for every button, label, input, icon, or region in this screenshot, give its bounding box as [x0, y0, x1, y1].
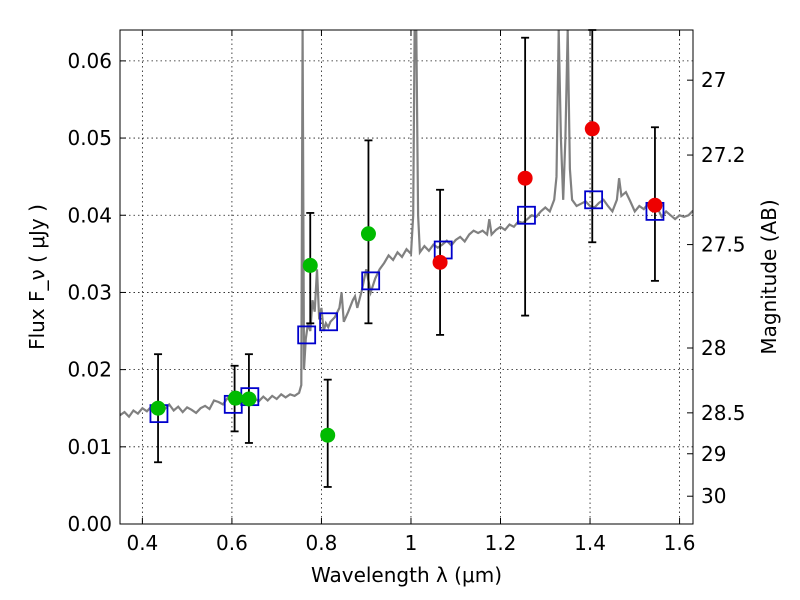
- x-tick-label: 0.6: [216, 531, 248, 555]
- y-tick-label: 0.01: [67, 435, 112, 459]
- x-tick-label: 1: [405, 531, 418, 555]
- observed-point: [227, 390, 243, 406]
- x-tick-label: 1.6: [664, 531, 696, 555]
- right-tick-label: 27.2: [701, 143, 746, 167]
- x-tick-label: 1.4: [574, 531, 606, 555]
- observed-photometry-markers: [150, 121, 663, 443]
- right-tick-label: 27: [701, 68, 726, 92]
- observed-point: [302, 257, 318, 273]
- y-tick-label: 0.05: [67, 126, 112, 150]
- error-bars: [154, 29, 659, 488]
- y-tick-label: 0.00: [67, 512, 112, 536]
- observed-point: [320, 427, 336, 443]
- model-spectrum-line: [120, 30, 693, 419]
- plot-frame: [119, 29, 694, 525]
- tick-labels: 0.4 0.6 0.8 1 1.2 1.4 1.6 0.00 0.01 0.02 0.03 0.04 0…: [67, 49, 745, 555]
- observed-point: [647, 197, 663, 213]
- model-photometry-markers: [149, 190, 665, 424]
- right-axis-title: Magnitude (AB): [757, 199, 781, 354]
- model-photometry-square: [584, 190, 604, 210]
- right-tick-label: 28.5: [701, 401, 746, 425]
- y-tick-label: 0.04: [67, 203, 112, 227]
- right-tick-label: 28: [701, 336, 726, 360]
- observed-point: [150, 400, 166, 416]
- x-tick-label: 1.2: [485, 531, 517, 555]
- y-tick-label: 0.06: [67, 49, 112, 73]
- x-tick-label: 0.4: [126, 531, 158, 555]
- model-photometry-square: [297, 325, 317, 345]
- x-axis-title: Wavelength λ (μm): [311, 563, 502, 587]
- right-tick-label: 27.5: [701, 233, 746, 257]
- right-tick-label: 30: [701, 484, 726, 508]
- model-photometry-square: [319, 312, 339, 332]
- right-tick-label: 29: [701, 442, 726, 466]
- y-tick-label: 0.02: [67, 358, 112, 382]
- observed-point: [432, 254, 448, 270]
- model-spectrum: [120, 30, 693, 419]
- observed-point: [517, 170, 533, 186]
- observed-point: [241, 391, 257, 407]
- x-tick-label: 0.8: [306, 531, 338, 555]
- model-photometry-square: [517, 205, 536, 225]
- grid: [120, 30, 693, 525]
- y-tick-label: 0.03: [67, 280, 112, 304]
- observed-point: [360, 226, 376, 242]
- observed-point: [584, 121, 600, 137]
- y-axis-title: Flux F_ν ( μJy ): [25, 204, 49, 350]
- axis-ticks: [120, 30, 693, 525]
- model-photometry-square: [361, 271, 381, 291]
